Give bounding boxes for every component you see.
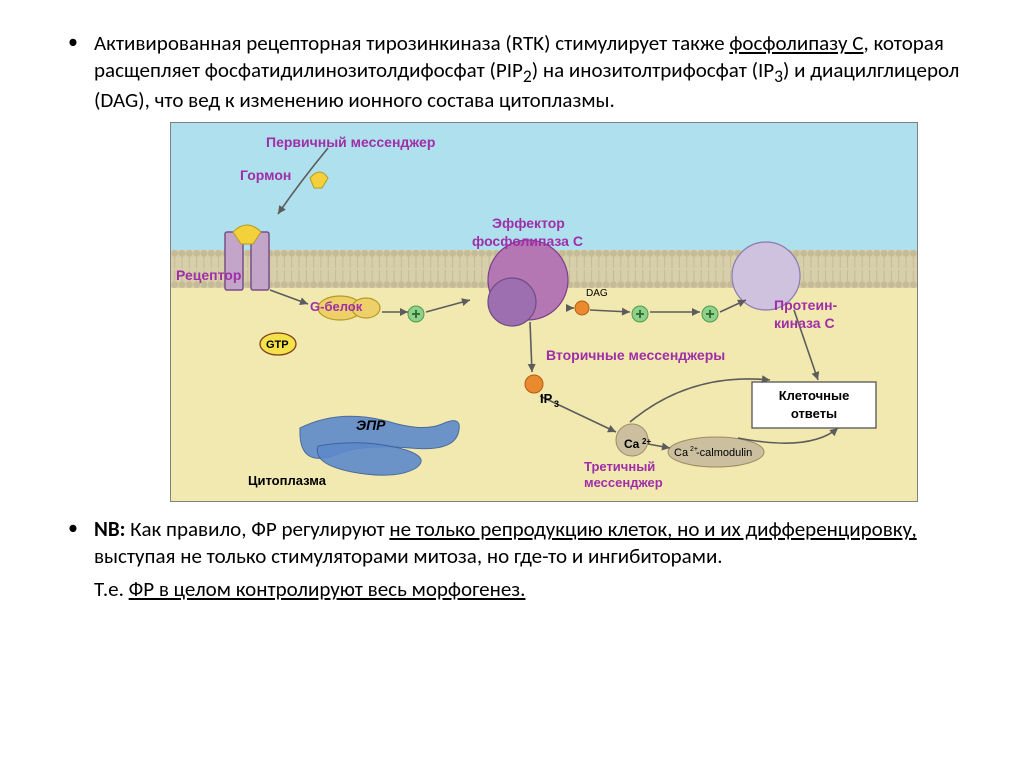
bullet-2: NB: Как правило, ФР регулируют не только… bbox=[64, 516, 974, 570]
svg-text:3: 3 bbox=[554, 399, 559, 409]
p1-u: фосфолипазу С bbox=[729, 30, 863, 56]
signal-diagram: Первичный мессенджер Гормон Рецептор G-бело… bbox=[170, 122, 918, 502]
p1-s1: 2 bbox=[523, 65, 532, 87]
svg-text:2+: 2+ bbox=[642, 437, 651, 446]
svg-text:IP: IP bbox=[540, 391, 553, 406]
nb-label: NB: bbox=[94, 516, 125, 542]
svg-text:Ca: Ca bbox=[674, 447, 689, 459]
svg-text:киназа С: киназа С bbox=[774, 315, 835, 331]
svg-text:Гормон: Гормон bbox=[240, 167, 291, 183]
svg-text:DAG: DAG bbox=[586, 288, 608, 299]
bullet-1: Активированная рецепторная тирозинкиназа… bbox=[64, 30, 974, 114]
p2-u: не только репродукцию клеток, но и их ди… bbox=[389, 516, 916, 542]
svg-text:Рецептор: Рецептор bbox=[176, 267, 241, 283]
p1-t1: Активированная рецепторная тирозинкиназа… bbox=[94, 30, 729, 56]
svg-text:Эффектор: Эффектор bbox=[492, 215, 565, 231]
svg-text:GTP: GTP bbox=[266, 339, 289, 351]
p2-t3: выступая не только стимуляторами митоза,… bbox=[94, 543, 723, 569]
svg-text:Клеточные: Клеточные bbox=[779, 388, 850, 403]
svg-text:Третичный: Третичный bbox=[584, 459, 655, 474]
svg-text:Вторичные мессенджеры: Вторичные мессенджеры bbox=[546, 347, 725, 363]
svg-text:Ca: Ca bbox=[624, 437, 640, 451]
p2-t1: Как правило, ФР регулируют bbox=[125, 516, 389, 542]
svg-text:-calmodulin: -calmodulin bbox=[696, 447, 752, 459]
p3-u: ФР в целом контролируют весь морфогенез. bbox=[129, 576, 526, 602]
svg-text:мессенджер: мессенджер bbox=[584, 475, 663, 490]
p3-t1: Т.е. bbox=[94, 576, 129, 602]
svg-text:ответы: ответы bbox=[791, 406, 837, 421]
p1-t4: ) на инозитолтрифосфат (IP bbox=[532, 57, 774, 83]
p1-s2: 3 bbox=[774, 65, 783, 87]
p3: Т.е. ФР в целом контролируют весь морфог… bbox=[94, 576, 974, 603]
svg-text:фосфолипаза С: фосфолипаза С bbox=[472, 233, 583, 249]
svg-text:Первичный мессенджер: Первичный мессенджер bbox=[266, 134, 435, 150]
svg-text:Протеин-: Протеин- bbox=[774, 297, 838, 313]
svg-text:ЭПР: ЭПР bbox=[356, 417, 386, 433]
svg-text:Цитоплазма: Цитоплазма bbox=[248, 473, 327, 488]
svg-text:G-белок: G-белок bbox=[310, 299, 363, 314]
